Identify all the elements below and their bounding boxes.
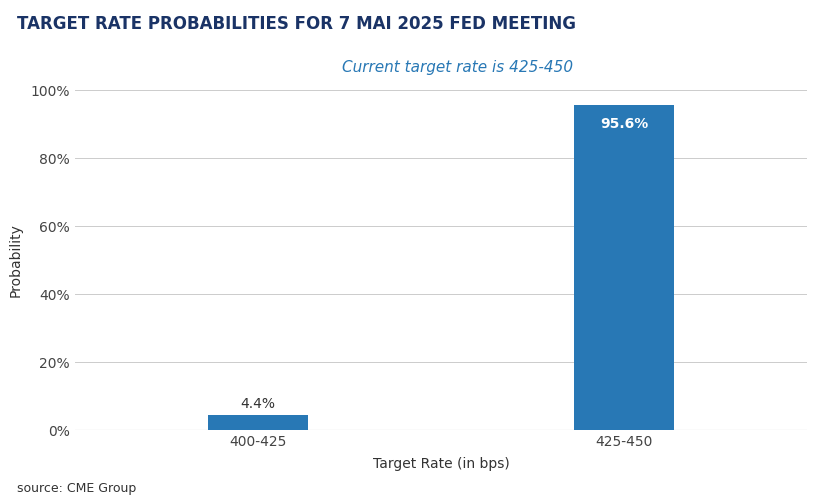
Text: source: CME Group: source: CME Group (17, 482, 136, 495)
Text: 4.4%: 4.4% (240, 397, 275, 411)
Y-axis label: Probability: Probability (8, 223, 22, 297)
X-axis label: Target Rate (in bps): Target Rate (in bps) (373, 457, 509, 471)
Text: 95.6%: 95.6% (600, 117, 648, 131)
Bar (207, 415, 308, 430)
Bar (574, 105, 675, 430)
Text: TARGET RATE PROBABILITIES FOR 7 MAI 2025 FED MEETING: TARGET RATE PROBABILITIES FOR 7 MAI 2025… (17, 15, 576, 33)
Text: Current target rate is 425-450: Current target rate is 425-450 (342, 60, 573, 75)
